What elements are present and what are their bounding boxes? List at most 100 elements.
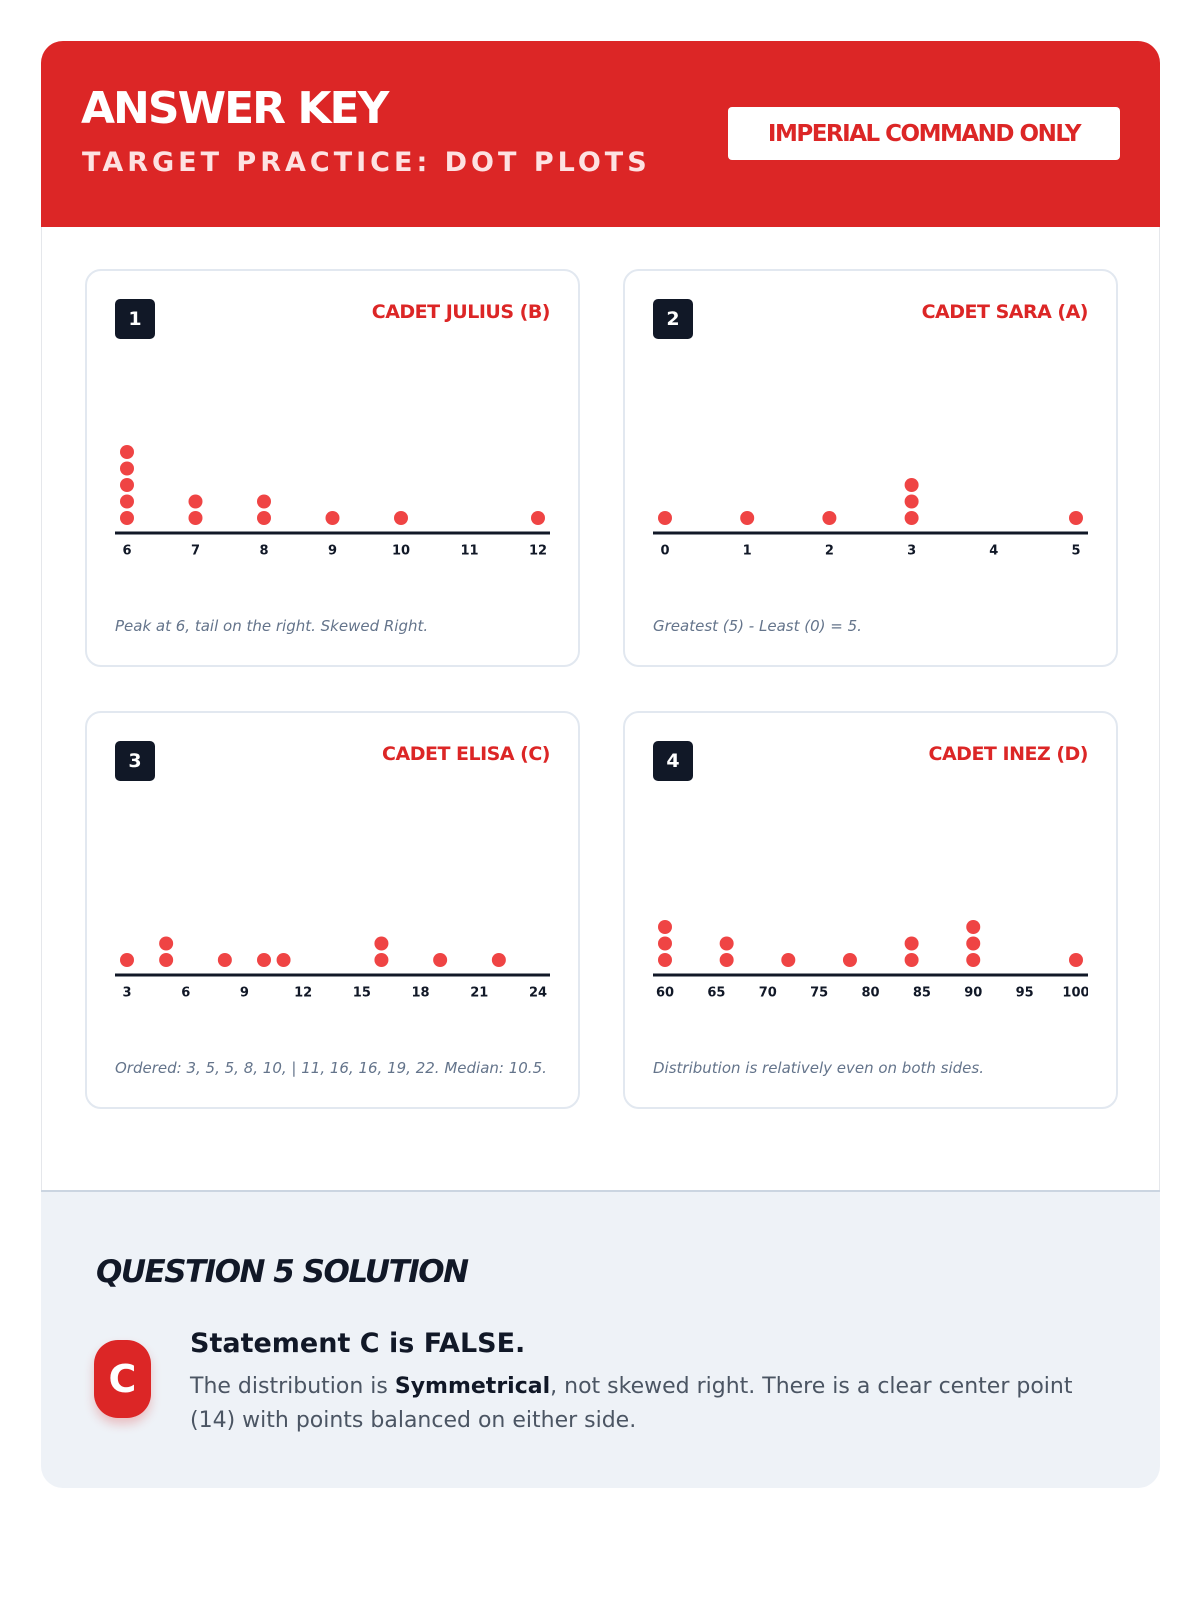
x-tick-label: 3: [122, 986, 131, 1001]
panel-note: Ordered: 3, 5, 5, 8, 10, | 11, 16, 16, 1…: [115, 1059, 547, 1077]
panel-number: 2: [653, 299, 693, 339]
dot: [257, 511, 271, 525]
x-tick-label: 7: [191, 544, 200, 559]
dot: [966, 920, 981, 934]
subtitle: TARGET PRACTICE: DOT PLOTS: [82, 147, 651, 178]
x-tick-label: 70: [759, 986, 777, 1001]
panel: 3 CADET ELISA (C) 3 6 9 12 15 18 21 24 Ordered: 3,…: [85, 711, 580, 1109]
dot: [1069, 511, 1083, 525]
x-tick-label: 85: [913, 986, 931, 1001]
statement: Statement C is FALSE.: [190, 1328, 526, 1359]
badge: IMPERIAL COMMAND ONLY: [728, 107, 1120, 160]
dot: [658, 920, 672, 934]
dot: [719, 953, 734, 967]
x-tick-label: 18: [412, 986, 430, 1001]
x-tick-label: 75: [810, 986, 828, 1001]
dot: [740, 511, 755, 525]
dot: [904, 478, 919, 492]
dot: [433, 953, 448, 967]
cadet-name: CADET ELISA (C): [382, 743, 550, 765]
dot: [658, 936, 672, 951]
panel-grid: 1 CADET JULIUS (B) 6 7 8 9 10 11 12 Peak at 6, ta…: [41, 227, 1160, 1191]
dot: [257, 953, 271, 967]
x-tick-label: 6: [181, 986, 190, 1001]
dot: [822, 511, 837, 525]
text: , not skewed right. There is a clear cen…: [190, 1374, 1073, 1433]
dot: [374, 936, 389, 951]
dot: [719, 936, 734, 951]
x-tick-label: 5: [1071, 544, 1080, 559]
x-tick-label: 9: [240, 986, 249, 1001]
dot: [188, 494, 203, 509]
x-tick-label: 65: [707, 986, 725, 1001]
dot: [904, 936, 919, 951]
dot: [904, 953, 919, 967]
x-tick-label: 6: [122, 544, 131, 559]
x-tick-label: 8: [259, 544, 268, 559]
dot: [120, 494, 134, 509]
x-tick-label: 15: [353, 986, 371, 1001]
text: The distribution is: [190, 1374, 395, 1399]
solution: QUESTION 5 SOLUTION C Statement C is FAL…: [41, 1190, 1160, 1488]
dot: [781, 953, 796, 967]
answer-letter: C: [94, 1340, 151, 1418]
x-tick-label: 2: [825, 544, 834, 559]
solution-heading: QUESTION 5 SOLUTION: [96, 1254, 469, 1290]
x-tick-label: 9: [328, 544, 337, 559]
x-tick-label: 80: [861, 986, 879, 1001]
dot-plot: 60 65 70 75 80 85 90 95 100: [653, 920, 1088, 1001]
x-tick-label: 21: [470, 986, 488, 1001]
x-tick-label: 60: [656, 986, 674, 1001]
x-tick-label: 24: [529, 986, 547, 1001]
dot: [374, 953, 389, 967]
dot: [276, 953, 291, 967]
dot: [159, 936, 174, 951]
dot: [842, 953, 857, 967]
x-tick-label: 11: [460, 544, 478, 559]
header: ANSWER KEY TARGET PRACTICE: DOT PLOTS IM…: [41, 41, 1160, 227]
panel: 2 CADET SARA (A) 0 1 2 3 4 5 Greatest (5) - Leas…: [623, 269, 1118, 667]
cadet-name: CADET SARA (A): [921, 301, 1089, 323]
dot: [531, 511, 545, 525]
dot: [966, 936, 981, 951]
x-tick-label: 12: [529, 544, 547, 559]
x-tick-label: 95: [1016, 986, 1034, 1001]
dot-plot: 3 6 9 12 15 18 21 24: [115, 936, 550, 1001]
dot: [120, 445, 134, 459]
dot: [159, 953, 174, 967]
dot: [188, 511, 203, 525]
cadet-name: CADET JULIUS (B): [371, 301, 551, 323]
dot: [1069, 953, 1083, 967]
panel-note: Distribution is relatively even on both …: [653, 1059, 984, 1077]
x-tick-label: 0: [660, 544, 669, 559]
x-tick-label: 12: [294, 986, 312, 1001]
panel: 4 CADET INEZ (D) 60 65 70 75 80 85 90 95 100 Distri…: [623, 711, 1118, 1109]
emphasis: Symmetrical: [394, 1374, 551, 1399]
dot: [966, 953, 981, 967]
explanation: The distribution is Symmetrical, not ske…: [190, 1370, 1110, 1438]
dot: [120, 461, 134, 476]
dot: [217, 953, 232, 967]
title: ANSWER KEY: [81, 83, 389, 134]
cadet-name: CADET INEZ (D): [928, 743, 1089, 765]
panel-number: 4: [653, 741, 693, 781]
panel-note: Peak at 6, tail on the right. Skewed Rig…: [115, 617, 429, 635]
panel-number: 3: [115, 741, 155, 781]
answer-card: ANSWER KEY TARGET PRACTICE: DOT PLOTS IM…: [41, 41, 1160, 1191]
dot: [325, 511, 340, 525]
x-tick-label: 10: [392, 544, 410, 559]
dot: [904, 511, 919, 525]
x-tick-label: 4: [989, 544, 998, 559]
x-tick-label: 100: [1062, 986, 1088, 1001]
dot: [658, 953, 672, 967]
dot: [491, 953, 506, 967]
dot: [257, 494, 271, 509]
dot: [658, 511, 672, 525]
dot: [394, 511, 408, 525]
dot: [120, 478, 134, 492]
panel-note: Greatest (5) - Least (0) = 5.: [653, 617, 862, 635]
dot-plot: 0 1 2 3 4 5: [653, 478, 1088, 559]
x-tick-label: 3: [907, 544, 916, 559]
dot: [120, 953, 134, 967]
